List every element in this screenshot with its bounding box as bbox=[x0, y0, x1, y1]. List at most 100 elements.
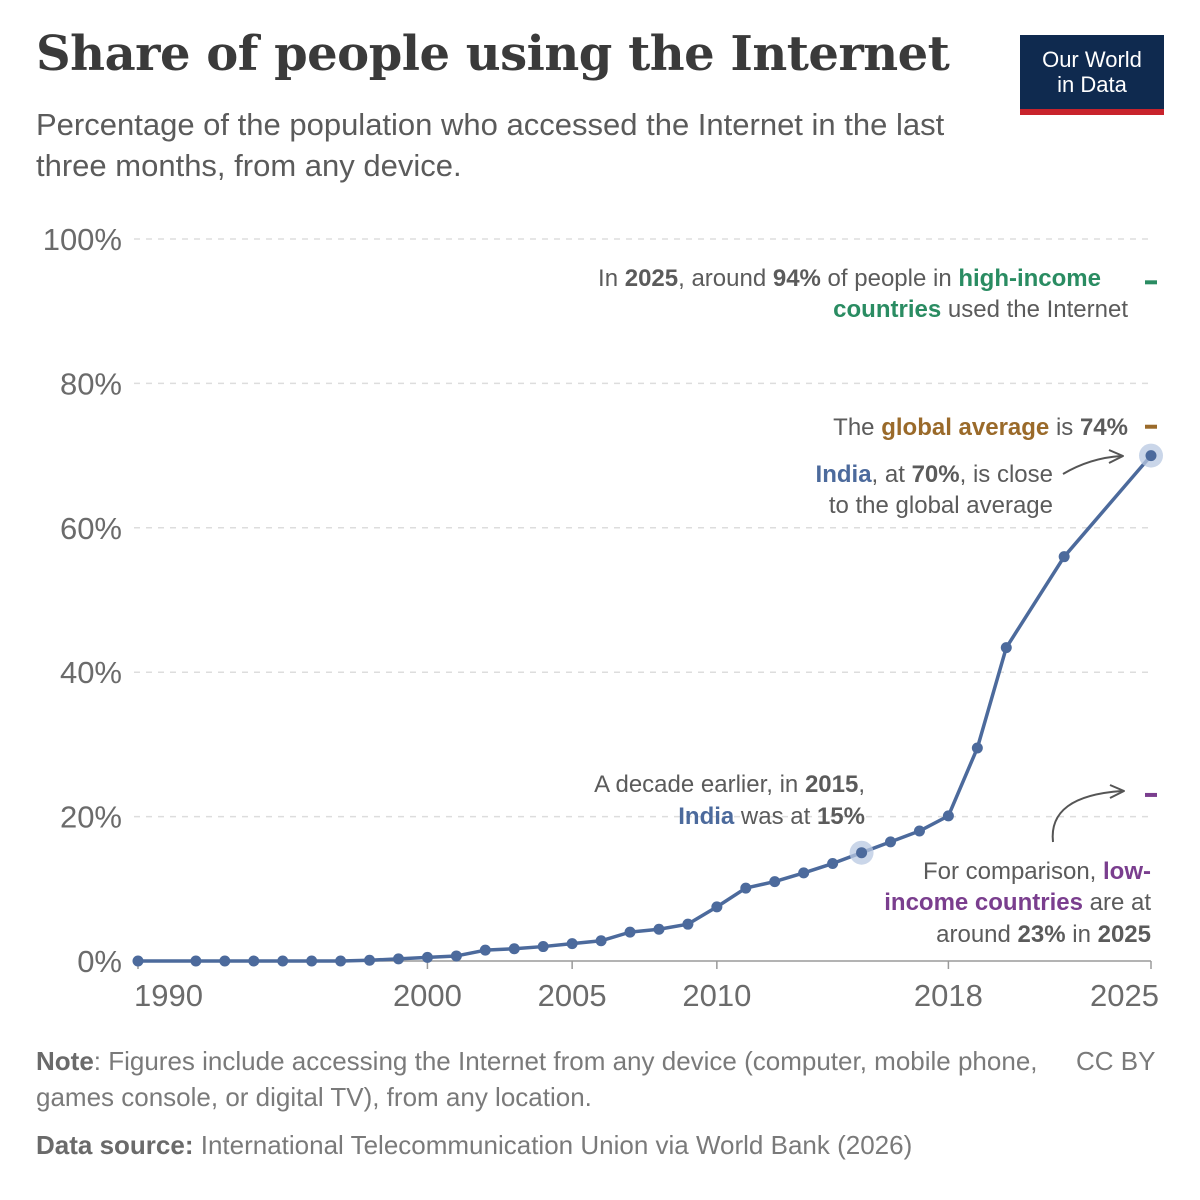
data-point bbox=[219, 955, 231, 967]
x-tick-label: 2025 bbox=[1090, 978, 1159, 1013]
y-tick-label: 60% bbox=[60, 511, 122, 546]
annotation-fragment: 2025 bbox=[625, 265, 678, 292]
annotation-fragment: income countries bbox=[884, 889, 1083, 916]
data-point bbox=[277, 955, 289, 967]
annotation-fragment: is bbox=[1049, 414, 1080, 441]
data-point bbox=[827, 858, 839, 870]
y-tick-label: 80% bbox=[60, 366, 122, 401]
annotation-india-2015: India was at 15% bbox=[678, 803, 865, 830]
y-tick-label: 20% bbox=[60, 800, 122, 835]
annotation-fragment: , is close bbox=[960, 461, 1053, 488]
data-point bbox=[740, 882, 752, 894]
chart-subtitle: Percentage of the population who accesse… bbox=[36, 107, 945, 183]
annotation-fragment: used the Internet bbox=[941, 296, 1128, 323]
arrow-india-2025 bbox=[1062, 455, 1122, 475]
annotation-fragment: For comparison, bbox=[923, 858, 1103, 885]
gridlines bbox=[134, 238, 1151, 818]
x-tick-label: 2010 bbox=[682, 978, 751, 1013]
annotation-fragment: of people in bbox=[821, 265, 958, 292]
annotation-fragment: was at bbox=[734, 803, 817, 830]
data-point bbox=[1058, 551, 1070, 563]
annotation-fragment: low- bbox=[1103, 858, 1151, 885]
data-point bbox=[595, 935, 607, 947]
source-label: Data source: bbox=[36, 1130, 194, 1160]
data-point bbox=[508, 943, 520, 955]
note-text: : Figures include accessing the Internet… bbox=[36, 1046, 1038, 1112]
annotation-global-average: The global average is 74% bbox=[833, 414, 1128, 441]
annotation-fragment: around bbox=[936, 921, 1017, 948]
line-chart: 0% 20% 40% 60% 80% 100% 1990 2000 2005 2010 2018 2… bbox=[43, 222, 1163, 1013]
reference-markers bbox=[1145, 280, 1157, 797]
annotation-fragment: in bbox=[1066, 921, 1098, 948]
annotation-low-income: income countries are at bbox=[884, 889, 1151, 916]
y-tick-label: 100% bbox=[43, 222, 122, 257]
arrow-low-income bbox=[1051, 790, 1123, 843]
annotation-fragment: In bbox=[598, 265, 625, 292]
annotation-fragment: high-income bbox=[958, 265, 1101, 292]
india-series bbox=[132, 443, 1163, 967]
arrowhead bbox=[1108, 449, 1124, 464]
annotation-fragment: 70% bbox=[912, 461, 960, 488]
license-link[interactable]: CC BY bbox=[1076, 1046, 1156, 1076]
x-tick-label: 2000 bbox=[393, 978, 462, 1013]
data-point bbox=[421, 951, 433, 963]
annotation-fragment: are at bbox=[1083, 889, 1151, 916]
x-axis: 1990 2000 2005 2010 2018 2025 bbox=[134, 960, 1159, 1013]
y-tick-label: 0% bbox=[77, 944, 122, 979]
x-tick-label: 2005 bbox=[538, 978, 607, 1013]
data-source: Data source: International Telecommunica… bbox=[36, 1127, 912, 1163]
source-text: International Telecommunication Union vi… bbox=[193, 1130, 913, 1160]
data-point bbox=[711, 901, 723, 913]
annotation-fragment: , around bbox=[678, 265, 773, 292]
arrowhead bbox=[1109, 784, 1125, 799]
annotation-high-income: countries used the Internet bbox=[833, 296, 1128, 323]
annotation-fragment: India bbox=[816, 461, 873, 488]
data-point bbox=[913, 825, 925, 837]
annotation-fragment: countries bbox=[833, 296, 941, 323]
annotation-fragment: 15% bbox=[817, 803, 865, 830]
india-line bbox=[138, 454, 1153, 963]
data-point bbox=[566, 938, 578, 950]
y-tick-label: 40% bbox=[60, 655, 122, 690]
data-point bbox=[364, 954, 376, 966]
data-point bbox=[971, 742, 983, 754]
annotation-fragment: A decade earlier, in bbox=[594, 771, 805, 798]
annotation-fragment: 2025 bbox=[1098, 921, 1151, 948]
note-label: Note bbox=[36, 1046, 94, 1076]
data-point bbox=[479, 944, 491, 956]
data-point bbox=[335, 955, 347, 967]
data-point bbox=[798, 867, 810, 879]
chart-note: Note: Figures include accessing the Inte… bbox=[36, 1043, 1046, 1115]
annotation-high-income: In 2025, around 94% of people in high-in… bbox=[598, 265, 1101, 292]
x-tick-label: 1990 bbox=[134, 978, 203, 1013]
annotation-fragment: India bbox=[678, 803, 735, 830]
annotation-fragment: global average bbox=[881, 414, 1049, 441]
annotation-fragment: to the global average bbox=[829, 492, 1053, 519]
annotation-india-2015: A decade earlier, in 2015, bbox=[594, 771, 865, 798]
annotation-fragment: The bbox=[833, 414, 881, 441]
data-point bbox=[537, 941, 549, 953]
annotation-fragment: 2015 bbox=[805, 771, 858, 798]
data-point bbox=[653, 923, 665, 935]
y-axis-tick-labels: 0% 20% 40% 60% 80% 100% bbox=[43, 222, 122, 979]
data-point bbox=[450, 950, 462, 962]
data-point bbox=[132, 955, 144, 967]
annotation-fragment: , bbox=[858, 771, 865, 798]
data-point bbox=[190, 955, 202, 967]
owid-logo[interactable]: Our World in Data bbox=[1020, 35, 1164, 115]
annotation-fragment: 23% bbox=[1018, 921, 1066, 948]
data-point bbox=[856, 847, 868, 859]
annotations: In 2025, around 94% of people in high-in… bbox=[594, 265, 1151, 948]
data-point bbox=[885, 836, 897, 848]
x-tick-label: 2018 bbox=[914, 978, 983, 1013]
logo-line-1: Our World bbox=[1042, 47, 1142, 72]
data-point bbox=[1145, 450, 1157, 462]
annotation-fragment: , at bbox=[872, 461, 912, 488]
data-point bbox=[306, 955, 318, 967]
logo-line-2: in Data bbox=[1057, 72, 1127, 97]
data-point bbox=[392, 953, 404, 965]
annotation-india-2025: to the global average bbox=[829, 492, 1053, 519]
data-point bbox=[942, 810, 954, 822]
annotation-india-2025: India, at 70%, is close bbox=[816, 461, 1053, 488]
data-point bbox=[769, 876, 781, 888]
